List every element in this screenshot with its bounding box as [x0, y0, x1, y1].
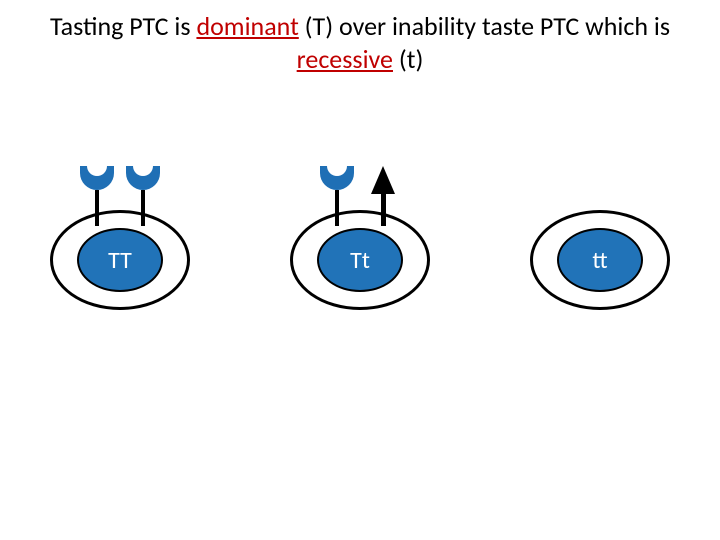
cell-Tt: Tt [260, 210, 460, 310]
receptor-row-tt [500, 156, 700, 226]
receptor-row-Tt [260, 156, 460, 226]
receptor-cup-icon [126, 166, 160, 190]
genotype-label: Tt [350, 246, 370, 275]
receptor-stem-icon [141, 190, 145, 226]
cell-nucleus-icon: TT [77, 228, 163, 292]
title-text-3: (t) [393, 43, 423, 75]
receptor-row-TT [20, 156, 220, 226]
slide-canvas: Tasting PTC is dominant (T) over inabili… [0, 0, 720, 540]
title-text-1: Tasting PTC is [50, 10, 196, 42]
blocked-arrow-icon [371, 166, 395, 194]
receptor-functional-icon [126, 166, 160, 226]
slide-title: Tasting PTC is dominant (T) over inabili… [0, 10, 720, 75]
receptor-cup-icon [80, 166, 114, 190]
genotype-label: TT [108, 246, 132, 275]
receptor-blocked-icon [366, 166, 400, 226]
genotype-label: tt [592, 246, 607, 275]
blocked-stem-icon [381, 194, 386, 226]
cell-nucleus-icon: tt [557, 228, 643, 292]
title-dominant: dominant [196, 10, 298, 42]
receptor-stem-icon [95, 190, 99, 226]
cell-TT: TT [20, 210, 220, 310]
receptor-functional-icon [80, 166, 114, 226]
title-text-2: (T) over inability taste PTC which is [299, 10, 670, 42]
cell-tt: tt [500, 210, 700, 310]
cell-nucleus-icon: Tt [317, 228, 403, 292]
receptor-functional-icon [320, 166, 354, 226]
title-recessive: recessive [297, 43, 393, 75]
receptor-cup-icon [320, 166, 354, 190]
cells-row: TT Tt [0, 210, 720, 310]
receptor-stem-icon [335, 190, 339, 226]
